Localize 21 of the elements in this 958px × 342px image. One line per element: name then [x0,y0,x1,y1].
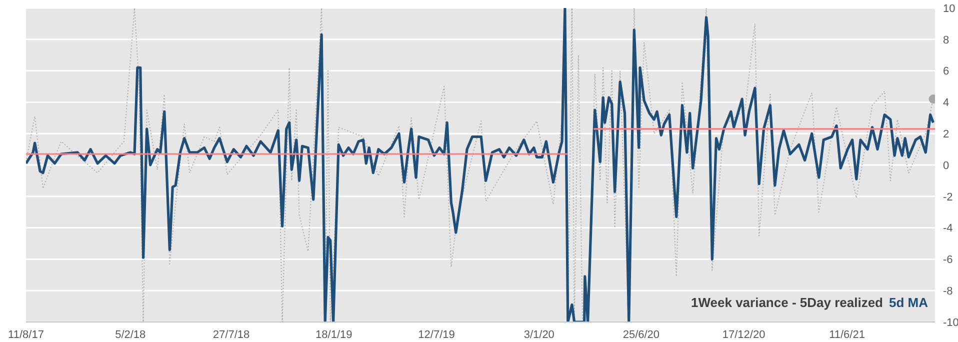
x-tick-label: 18/1/19 [316,328,352,341]
y-tick-label: 4 [943,97,950,110]
y-tick-label: -8 [943,286,953,298]
y-tick-label: 10 [943,2,956,15]
x-tick-label: 12/7/19 [418,328,455,341]
x-tick-label: 11/8/17 [8,328,44,341]
y-tick-label: 6 [943,66,950,78]
x-tick-label: 25/6/20 [622,328,660,341]
text: 5d MA [889,295,928,310]
y-tick-label: 2 [943,128,950,141]
x-tick-label: 17/12/20 [722,328,766,341]
y-tick-label: -6 [943,254,953,266]
y-tick-label: -4 [943,222,953,235]
x-tick-label: 3/1/20 [524,328,554,341]
annotation: 1Week variance - 5Day realized [691,295,883,310]
y-tick-label: -2 [943,191,953,204]
x-tick-label: 5/2/18 [115,328,146,341]
x-tick-label: 27/7/18 [212,328,250,341]
y-tick-label: 8 [943,34,950,46]
y-tick-label: 0 [943,160,950,172]
x-tick-label: 11/6/21 [829,328,865,341]
